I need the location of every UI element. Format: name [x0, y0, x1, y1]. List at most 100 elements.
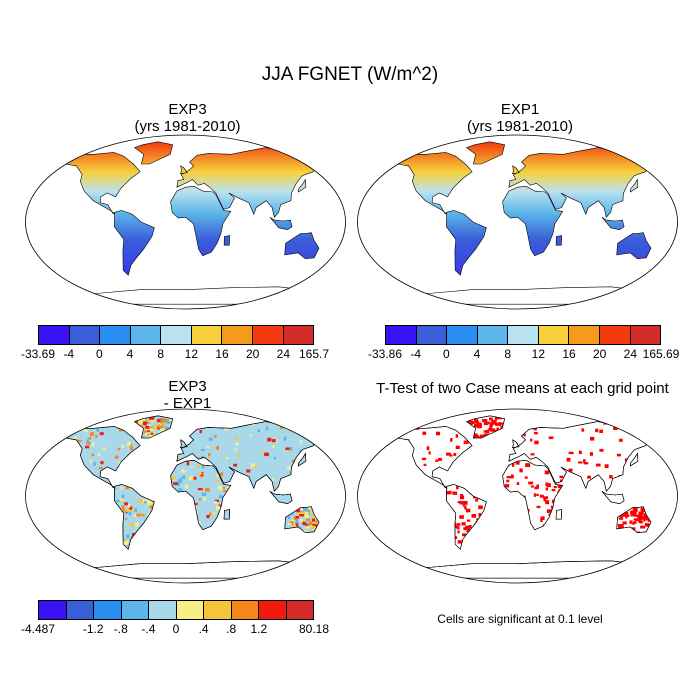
difference-cell [215, 479, 220, 483]
difference-cell [264, 452, 269, 457]
difference-cell [214, 499, 219, 502]
significant-cell [405, 427, 410, 431]
continent-britain [512, 165, 520, 175]
continent-greenland [133, 141, 174, 165]
significant-cell [536, 493, 539, 496]
difference-cell [227, 486, 230, 488]
difference-cell [249, 434, 253, 437]
difference-cell [90, 432, 95, 436]
significant-cell [471, 514, 477, 518]
difference-cell [216, 505, 220, 509]
difference-cell [93, 462, 96, 466]
significant-cell [476, 420, 479, 423]
coastline-australia [616, 506, 652, 534]
significant-cell [453, 453, 457, 456]
difference-cell [208, 437, 213, 441]
significant-cell [484, 433, 487, 437]
coastline-antarctica [381, 560, 654, 579]
difference-cell [279, 426, 284, 429]
significant-cell [641, 510, 644, 515]
difference-cell [167, 417, 171, 421]
map-panel-exp1 [357, 134, 678, 310]
colorbar-swatch [130, 326, 162, 344]
coastline-japan [297, 452, 307, 467]
difference-cell [201, 449, 205, 452]
significant-cell [457, 540, 463, 544]
panel-title-line1: T-Test of two Case means at each grid po… [376, 380, 669, 397]
difference-cell [224, 427, 227, 430]
difference-cell [272, 445, 275, 448]
difference-cell [119, 428, 123, 432]
continent-indonesia [269, 216, 293, 231]
significant-cell [465, 527, 470, 530]
difference-cell [74, 436, 77, 439]
difference-cell [201, 492, 206, 496]
coastline-britain [180, 439, 188, 449]
significant-cell [635, 531, 640, 533]
significant-cell [622, 521, 627, 525]
difference-cell [122, 509, 126, 512]
significant-cell [566, 457, 571, 462]
significant-cell [497, 417, 501, 420]
difference-cell [149, 434, 155, 439]
significant-cell [619, 514, 623, 517]
coastline-indonesia [269, 490, 293, 505]
colorbar-swatch [39, 326, 70, 344]
colorbar-tick-label: .4 [198, 622, 209, 636]
significant-cell [500, 422, 505, 425]
significant-cell [544, 470, 550, 475]
significant-cell [461, 522, 466, 526]
significant-cell [516, 482, 520, 485]
difference-cell [207, 446, 210, 449]
significant-cell [422, 431, 427, 435]
significant-cell [540, 516, 545, 520]
coastline-indonesia [601, 490, 625, 505]
difference-cell [147, 433, 150, 436]
significant-cell [485, 421, 491, 424]
difference-cell [138, 421, 143, 426]
difference-cell [182, 475, 186, 480]
significant-cell [609, 475, 613, 479]
difference-cell [144, 501, 147, 504]
colorbar-tick-label: 4 [126, 347, 134, 361]
significant-cell [455, 445, 460, 449]
coastline-greenland [465, 415, 506, 439]
panel-title-line2: (yrs 1981-2010) [467, 118, 573, 135]
difference-cell [141, 514, 145, 517]
significant-cell [619, 438, 623, 442]
difference-cell [128, 511, 132, 516]
difference-cell [273, 456, 277, 460]
significant-cell [553, 486, 557, 489]
significant-cell [496, 427, 499, 430]
significant-cell [466, 528, 471, 533]
difference-cell [329, 439, 334, 442]
significant-cell [465, 508, 471, 513]
difference-cell [299, 440, 302, 444]
difference-cell [202, 464, 204, 469]
difference-cell [234, 448, 237, 452]
significant-cell [465, 525, 469, 528]
difference-cell [149, 416, 155, 420]
significant-cell [590, 436, 595, 441]
significant-cell [446, 490, 452, 495]
significant-cell [389, 436, 393, 441]
panel-title-line2: - EXP1 [163, 395, 212, 412]
difference-cell [126, 534, 130, 539]
significant-cell [482, 419, 487, 423]
panel-title-ttest: T-Test of two Case means at each grid po… [355, 380, 690, 397]
panel-title-line1: EXP1 [500, 101, 540, 118]
difference-cell [153, 423, 158, 427]
significant-cell [493, 420, 497, 425]
difference-cell [283, 436, 287, 441]
coastline-japan [629, 452, 639, 467]
colorbar-swatch [477, 326, 509, 344]
difference-cell [150, 428, 155, 431]
difference-cell [99, 432, 104, 436]
difference-cell [158, 431, 161, 434]
difference-cell [307, 509, 310, 513]
difference-cell [319, 441, 325, 445]
colorbar-tick-label: 16 [562, 347, 576, 361]
significant-cell [630, 514, 635, 517]
significant-cell [629, 520, 633, 524]
difference-cell [195, 502, 198, 505]
